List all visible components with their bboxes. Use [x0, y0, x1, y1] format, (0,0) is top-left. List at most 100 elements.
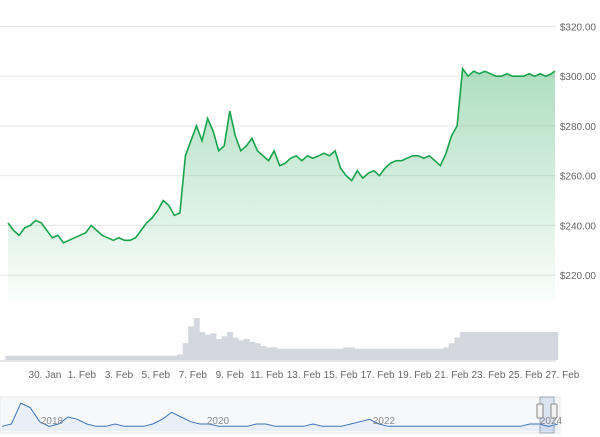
volume-bar: [32, 355, 39, 360]
volume-bar: [260, 346, 267, 360]
volume-bar: [293, 348, 300, 360]
volume-bar: [282, 348, 289, 360]
volume-bar: [249, 341, 256, 360]
volume-bar: [188, 326, 195, 360]
y-tick-label: $280.00: [560, 122, 597, 133]
volume-bar: [454, 337, 461, 360]
x-tick-label: 11. Feb: [250, 370, 284, 381]
volume-bar: [398, 348, 405, 360]
volume-bar: [548, 332, 555, 360]
volume-bar: [426, 348, 433, 360]
volume-bar: [49, 355, 56, 360]
x-tick-label: 25. Feb: [508, 370, 542, 381]
volume-bar: [482, 332, 489, 360]
x-tick-label: 19. Feb: [398, 370, 432, 381]
x-tick-label: 17. Feb: [361, 370, 395, 381]
y-tick-label: $300.00: [560, 72, 597, 83]
navigator-year-label: 2018: [41, 416, 64, 427]
volume-bar: [82, 355, 89, 360]
volume-bar: [404, 348, 411, 360]
navigator-year-label: 2020: [207, 416, 230, 427]
volume-bar: [27, 355, 34, 360]
x-tick-label: 3. Feb: [105, 370, 134, 381]
volume-bar: [288, 348, 294, 360]
volume-bar: [321, 348, 328, 360]
x-tick-label: 5. Feb: [142, 370, 171, 381]
volume-bar: [315, 348, 322, 360]
x-tick-label: 30. Jan: [29, 370, 62, 381]
volume-bar: [304, 348, 311, 360]
volume-bar: [227, 332, 233, 360]
volume-bar: [348, 347, 355, 360]
y-tick-label: $260.00: [560, 172, 597, 183]
navigator-year-label: 2022: [373, 416, 396, 427]
volume-bar: [210, 333, 217, 360]
volume-bar: [10, 355, 17, 360]
volume-bar: [432, 348, 439, 360]
volume-bar: [71, 355, 78, 360]
volume-bar: [376, 348, 383, 360]
volume-bar: [393, 348, 400, 360]
x-tick-label: 1. Feb: [68, 370, 97, 381]
volume-bar: [365, 348, 372, 360]
volume-bar: [265, 347, 272, 360]
navigator-year-label: 2024: [540, 416, 563, 427]
volume-bar: [476, 332, 483, 360]
volume-bar: [99, 355, 106, 360]
y-tick-label: $220.00: [560, 271, 597, 282]
volume-bar: [177, 354, 184, 360]
volume-bar: [160, 355, 167, 360]
volume-bar: [16, 355, 23, 360]
volume-bar: [105, 355, 112, 360]
volume-bar: [470, 332, 477, 360]
volume-bar: [421, 348, 428, 360]
volume-bar: [221, 336, 228, 360]
volume-bar: [21, 355, 28, 360]
volume-bar: [44, 355, 51, 360]
volume-bar: [459, 332, 466, 360]
volume-bar: [116, 355, 123, 360]
navigator-line: [1, 402, 559, 427]
volume-bar: [5, 355, 12, 360]
volume-bar: [88, 355, 95, 360]
volume-bar: [243, 339, 250, 360]
navigator-handle-left[interactable]: [536, 403, 544, 419]
volume-bar: [526, 332, 533, 360]
x-tick-label: 7. Feb: [179, 370, 208, 381]
volume-bar: [415, 348, 422, 360]
volume-bar: [171, 355, 178, 360]
volume-bar: [299, 348, 306, 360]
navigator-handle-right[interactable]: [550, 403, 558, 419]
navigator[interactable]: 2018 2020 2022 2024: [0, 396, 563, 434]
volume-bar: [493, 332, 500, 360]
volume-bar: [55, 355, 62, 360]
volume-bar: [437, 348, 444, 360]
volume-bar: [132, 355, 139, 360]
volume-bar: [487, 332, 494, 360]
volume-bar: [127, 355, 134, 360]
volume-bar: [465, 332, 472, 360]
volume-bar: [409, 348, 416, 360]
volume-bar: [360, 348, 367, 360]
volume-bar: [504, 332, 511, 360]
price-area-fill: [8, 68, 555, 300]
volume-bar: [515, 332, 522, 360]
x-tick-label: 27. Feb: [545, 370, 579, 381]
navigator-area: [2, 403, 558, 431]
volume-bar: [343, 347, 350, 360]
volume-bar: [232, 337, 239, 360]
x-tick-label: 13. Feb: [287, 370, 321, 381]
volume-bar: [498, 332, 505, 360]
volume-bar: [66, 355, 73, 360]
volume-bar: [204, 334, 211, 360]
volume-bar: [371, 348, 378, 360]
x-tick-label: 15. Feb: [324, 370, 358, 381]
volume-bar: [215, 339, 222, 360]
volume-bar: [271, 347, 278, 360]
volume-bar: [448, 343, 455, 360]
volume-bar: [193, 318, 200, 360]
x-tick-label: 9. Feb: [216, 370, 245, 381]
y-axis-ticks: $220.00 $240.00 $260.00 $280.00 $300.00 $320.…: [560, 22, 597, 282]
volume-bar: [552, 332, 559, 360]
